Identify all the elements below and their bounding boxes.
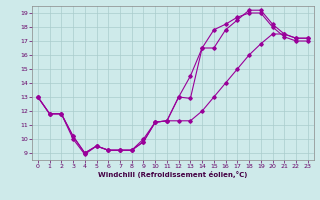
X-axis label: Windchill (Refroidissement éolien,°C): Windchill (Refroidissement éolien,°C) [98,171,247,178]
